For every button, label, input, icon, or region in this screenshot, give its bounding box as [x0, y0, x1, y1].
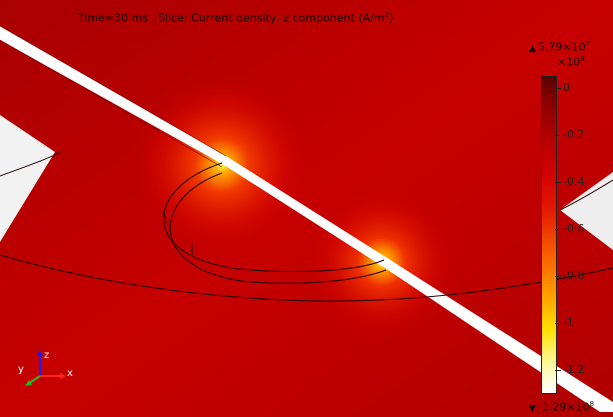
colorbar-min: ▼ -1.29×108 [529, 400, 594, 414]
plot-title: Time=30 ms Slice: Current density, z comp… [78, 11, 393, 25]
slit-gap [0, 26, 613, 412]
colorbar-tick-label: -1 [563, 316, 574, 329]
colorbar-tick [555, 135, 561, 136]
colorbar-tick-label: 0 [563, 81, 570, 94]
colorbar-scale: ×108 [557, 55, 585, 69]
min-value: -1.29×10 [537, 400, 590, 414]
min-exponent: 8 [589, 400, 595, 408]
scale-value: ×10 [557, 55, 581, 69]
colorbar-tick-label: -0.8 [563, 269, 585, 282]
z-axis-label: z [44, 350, 50, 361]
colorbar-tick [555, 370, 561, 371]
x-axis-label: x [67, 368, 73, 379]
axis-triad: z x y [14, 350, 84, 390]
disc-outline [163, 162, 385, 273]
max-triangle-icon: ▲ [529, 43, 536, 54]
unit-superscript: 2 [384, 11, 390, 19]
colorbar-tick [555, 323, 561, 324]
colorbar-tick [555, 182, 561, 183]
colorbar-max: ▲ 5.79×107 [529, 40, 590, 54]
slice-label: Slice: Current density, z component (A/m [158, 11, 385, 25]
colorbar [541, 76, 557, 394]
max-value: 5.79×10 [537, 40, 586, 54]
background-region-right [560, 172, 613, 250]
slice-label-end: ) [389, 11, 394, 25]
max-exponent: 7 [585, 40, 591, 48]
colorbar-tick-label: -0.2 [563, 128, 585, 141]
colorbar-tick-label: -0.6 [563, 222, 585, 235]
y-axis-label: y [18, 364, 24, 375]
colorbar-tick [555, 229, 561, 230]
colorbar-tick-label: -1.2 [563, 363, 585, 376]
time-label: Time=30 ms [78, 11, 149, 25]
colorbar-tick [555, 88, 561, 89]
colorbar-tick [555, 276, 561, 277]
min-triangle-icon: ▼ [529, 403, 536, 414]
scale-exponent: 8 [580, 55, 585, 63]
background-region-left [0, 115, 55, 242]
colorbar-tick-label: -0.4 [563, 175, 585, 188]
axis-triad-icon [25, 350, 66, 386]
